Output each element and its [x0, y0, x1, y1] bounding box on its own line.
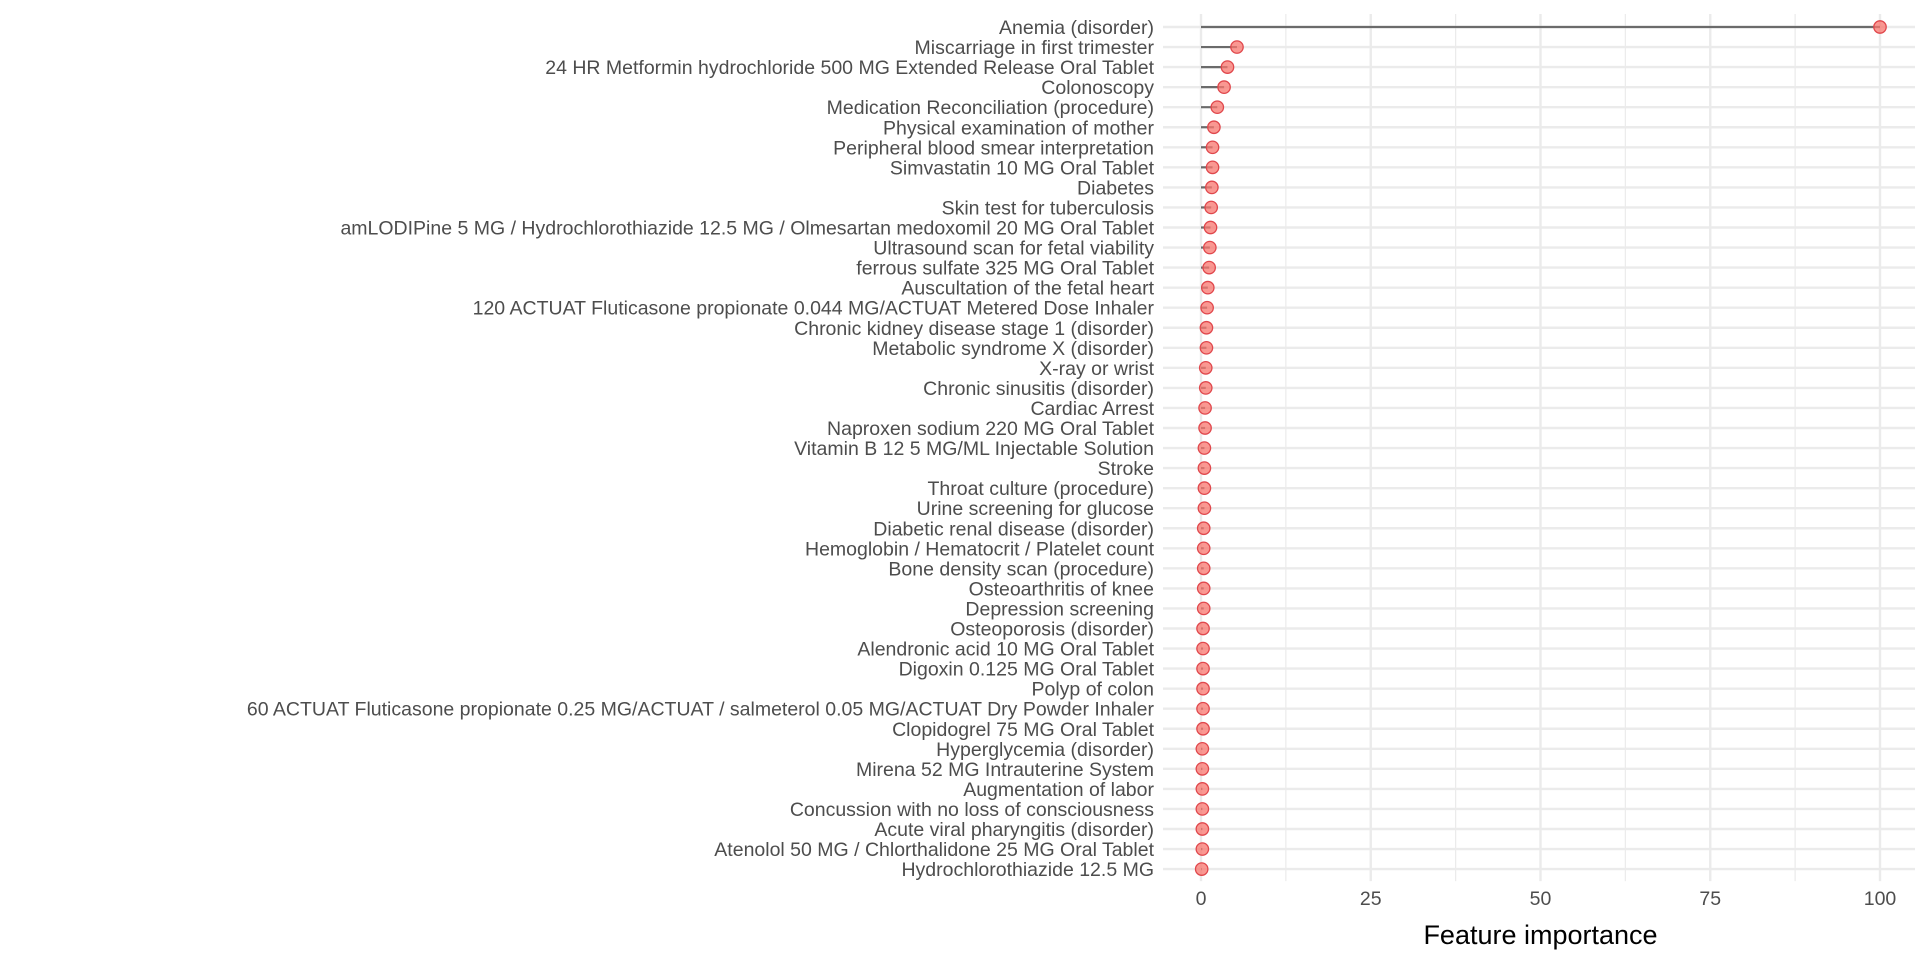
data-point — [1220, 60, 1235, 74]
category-label: 60 ACTUAT Fluticasone propionate 0.25 MG… — [247, 699, 1155, 721]
x-axis-title: Feature importance — [1423, 920, 1657, 950]
data-point — [1196, 561, 1211, 576]
data-point — [1198, 421, 1212, 435]
category-label: Diabetic renal disease (disorder) — [873, 518, 1154, 540]
category-label: Miscarriage in first trimester — [915, 37, 1155, 59]
data-point — [1196, 601, 1211, 616]
category-label: X-ray or wrist — [1039, 358, 1154, 380]
data-point — [1197, 501, 1212, 516]
data-point — [1194, 862, 1209, 876]
category-label: Medication Reconciliation (procedure) — [827, 97, 1154, 119]
category-label: Cardiac Arrest — [1030, 398, 1154, 420]
data-point — [1204, 200, 1219, 215]
data-point — [1196, 681, 1210, 696]
category-label: Hemoglobin / Hematocrit / Platelet count — [805, 538, 1155, 560]
y-axis-category-labels: Anemia (disorder)Miscarriage in first tr… — [247, 17, 1155, 881]
category-label: amLODIPine 5 MG / Hydrochlorothiazide 12… — [340, 218, 1154, 240]
data-point — [1205, 140, 1220, 155]
data-point — [1195, 761, 1210, 776]
data-point — [1196, 661, 1210, 676]
data-point — [1199, 320, 1214, 335]
data-point — [1197, 481, 1212, 495]
data-point — [1196, 521, 1211, 536]
category-label: Auscultation of the fetal heart — [901, 278, 1154, 300]
grid-lines — [1163, 14, 1915, 882]
data-point — [1198, 401, 1212, 415]
category-label: Simvastatin 10 MG Oral Tablet — [890, 157, 1155, 179]
category-label: Depression screening — [965, 598, 1154, 620]
category-label: Atenolol 50 MG / Chlorthalidone 25 MG Or… — [714, 839, 1154, 861]
data-point — [1230, 40, 1244, 54]
category-label: Naproxen sodium 220 MG Oral Tablet — [827, 418, 1155, 440]
data-point — [1196, 621, 1210, 636]
category-label: 120 ACTUAT Fluticasone propionate 0.044 … — [473, 298, 1155, 320]
category-label: Skin test for tuberculosis — [942, 197, 1155, 219]
x-tick-label: 0 — [1196, 888, 1207, 910]
category-label: Acute viral pharyngitis (disorder) — [874, 819, 1154, 841]
data-point — [1195, 741, 1210, 756]
data-point — [1202, 240, 1217, 255]
category-label: Peripheral blood smear interpretation — [833, 137, 1154, 159]
category-label: Metabolic syndrome X (disorder) — [872, 338, 1154, 360]
category-label: Chronic kidney disease stage 1 (disorder… — [794, 318, 1154, 340]
data-point — [1210, 100, 1225, 115]
data-point — [1873, 20, 1887, 34]
x-tick-label: 100 — [1864, 888, 1897, 910]
category-label: Anemia (disorder) — [999, 17, 1154, 39]
category-label: Hyperglycemia (disorder) — [936, 739, 1154, 761]
category-label: Hydrochlorothiazide 12.5 MG — [901, 859, 1154, 881]
category-label: Osteoporosis (disorder) — [950, 619, 1154, 641]
category-label: Physical examination of mother — [883, 117, 1154, 139]
category-label: Vitamin B 12 5 MG/ML Injectable Solution — [794, 438, 1154, 460]
data-point — [1199, 340, 1214, 355]
category-label: Alendronic acid 10 MG Oral Tablet — [857, 639, 1154, 661]
category-label: Diabetes — [1077, 177, 1154, 199]
data-point — [1198, 360, 1213, 375]
category-label: Mirena 52 MG Intrauterine System — [856, 759, 1154, 781]
data-point — [1195, 822, 1210, 836]
category-label: 24 HR Metformin hydrochloride 500 MG Ext… — [545, 57, 1154, 79]
data-point — [1196, 701, 1210, 716]
data-point — [1217, 80, 1231, 95]
data-point — [1196, 641, 1210, 656]
data-point — [1195, 842, 1210, 856]
category-label: Polyp of colon — [1032, 679, 1155, 701]
data-point — [1197, 441, 1212, 455]
category-label: Ultrasound scan for fetal viability — [873, 238, 1154, 260]
category-label: Stroke — [1098, 458, 1154, 480]
lollipop-points — [1194, 20, 1887, 876]
category-label: Colonoscopy — [1041, 77, 1154, 99]
data-point — [1198, 381, 1213, 395]
category-label: ferrous sulfate 325 MG Oral Tablet — [856, 258, 1154, 280]
data-point — [1200, 300, 1214, 315]
x-tick-label: 25 — [1360, 888, 1382, 910]
category-label: Bone density scan (procedure) — [888, 558, 1154, 580]
data-point — [1197, 461, 1212, 475]
data-point — [1196, 721, 1210, 736]
data-point — [1202, 260, 1216, 275]
data-point — [1195, 802, 1210, 816]
category-label: Urine screening for glucose — [917, 498, 1154, 520]
data-point — [1196, 541, 1211, 556]
data-point — [1205, 160, 1220, 175]
x-tick-label: 75 — [1699, 888, 1721, 910]
category-label: Throat culture (procedure) — [927, 478, 1154, 500]
category-label: Digoxin 0.125 MG Oral Tablet — [899, 659, 1155, 681]
category-label: Concussion with no loss of consciousness — [790, 799, 1154, 821]
data-point — [1200, 280, 1215, 295]
category-label: Augmentation of labor — [963, 779, 1154, 801]
data-point — [1205, 180, 1219, 195]
category-label: Clopidogrel 75 MG Oral Tablet — [892, 719, 1155, 741]
category-label: Chronic sinusitis (disorder) — [923, 378, 1154, 400]
data-point — [1196, 581, 1211, 596]
data-point — [1203, 220, 1218, 235]
data-point — [1195, 782, 1210, 796]
category-label: Osteoarthritis of knee — [969, 578, 1154, 600]
data-point — [1207, 120, 1221, 135]
x-tick-label: 50 — [1530, 888, 1552, 910]
x-axis-tick-labels: 0 25 50 75 100 — [1196, 888, 1897, 910]
